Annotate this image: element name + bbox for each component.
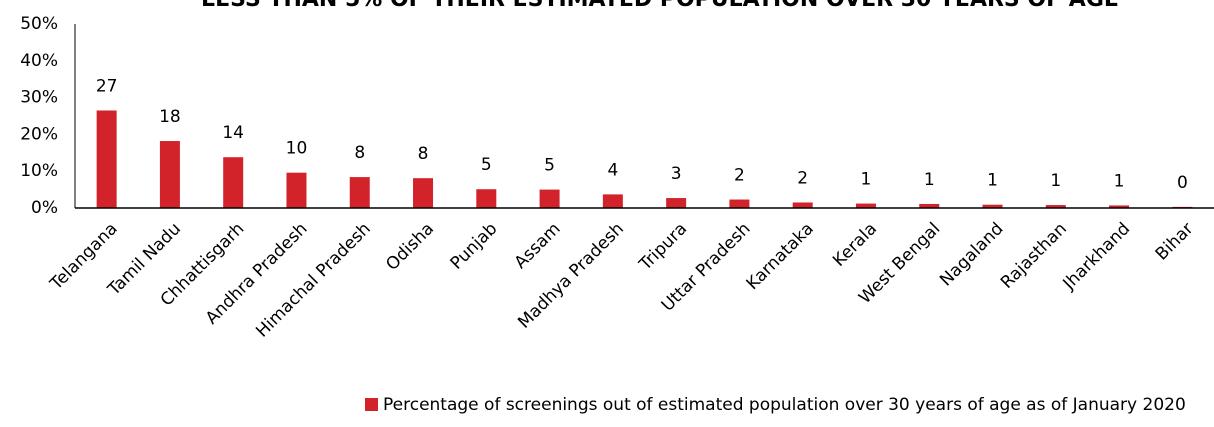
bar bbox=[602, 194, 623, 208]
y-tick-label: 30% bbox=[20, 88, 58, 108]
data-label: 5 bbox=[481, 155, 492, 175]
data-label: 3 bbox=[671, 164, 682, 184]
y-tick-label: 10% bbox=[20, 161, 58, 181]
x-tick-label: Himachal Pradesh bbox=[252, 219, 375, 342]
chart-title: LESS THAN 5% OF THEIR ESTIMATED POPULATI… bbox=[201, 0, 1119, 12]
data-label: 2 bbox=[734, 166, 745, 186]
bar bbox=[792, 202, 813, 208]
bar bbox=[413, 178, 434, 208]
bar bbox=[96, 110, 117, 208]
data-label: 0 bbox=[1177, 173, 1188, 193]
x-tick-label: Tripura bbox=[635, 219, 691, 275]
bar bbox=[982, 204, 1003, 208]
bar bbox=[349, 177, 370, 208]
y-tick-label: 20% bbox=[20, 124, 58, 144]
bar bbox=[286, 172, 307, 208]
x-tick-label: Assam bbox=[511, 219, 565, 273]
x-tick-label: Punjab bbox=[447, 219, 502, 274]
x-tick-label: Madhya Pradesh bbox=[514, 219, 628, 333]
data-label: 10 bbox=[286, 139, 308, 159]
legend-swatch bbox=[365, 398, 378, 411]
bar bbox=[476, 189, 497, 208]
bar bbox=[223, 157, 244, 208]
x-tick-label: Odisha bbox=[382, 219, 438, 275]
y-tick-label: 0% bbox=[31, 198, 58, 218]
data-label: 27 bbox=[96, 76, 118, 96]
data-label: 2 bbox=[797, 168, 808, 188]
x-tick-label: Kerala bbox=[829, 219, 881, 271]
x-tick-label: Bihar bbox=[1152, 219, 1198, 265]
x-tick-label: Karnataka bbox=[743, 219, 818, 294]
legend-label: Percentage of screenings out of estimate… bbox=[383, 395, 1186, 415]
data-label: 8 bbox=[418, 144, 429, 164]
data-label: 5 bbox=[544, 156, 555, 176]
data-label: 1 bbox=[987, 171, 998, 191]
bar bbox=[729, 199, 750, 208]
data-label: 1 bbox=[1050, 171, 1061, 191]
data-label: 8 bbox=[354, 143, 365, 163]
bar bbox=[666, 198, 687, 208]
x-tick-label: Rajasthan bbox=[997, 219, 1071, 293]
bar bbox=[159, 141, 180, 208]
bar bbox=[919, 203, 940, 208]
x-tick-label: Jharkhand bbox=[1059, 219, 1135, 295]
bar bbox=[855, 203, 876, 208]
data-label: 18 bbox=[159, 107, 181, 127]
data-label: 1 bbox=[1114, 171, 1125, 191]
bar bbox=[539, 189, 560, 208]
y-tick-label: 40% bbox=[20, 51, 58, 71]
bar bbox=[1109, 205, 1130, 208]
data-label: 1 bbox=[861, 170, 872, 190]
data-label: 4 bbox=[607, 160, 618, 180]
y-tick-label: 50% bbox=[20, 14, 58, 34]
data-label: 1 bbox=[924, 170, 935, 190]
bar bbox=[1045, 205, 1066, 208]
data-label: 14 bbox=[222, 123, 244, 143]
